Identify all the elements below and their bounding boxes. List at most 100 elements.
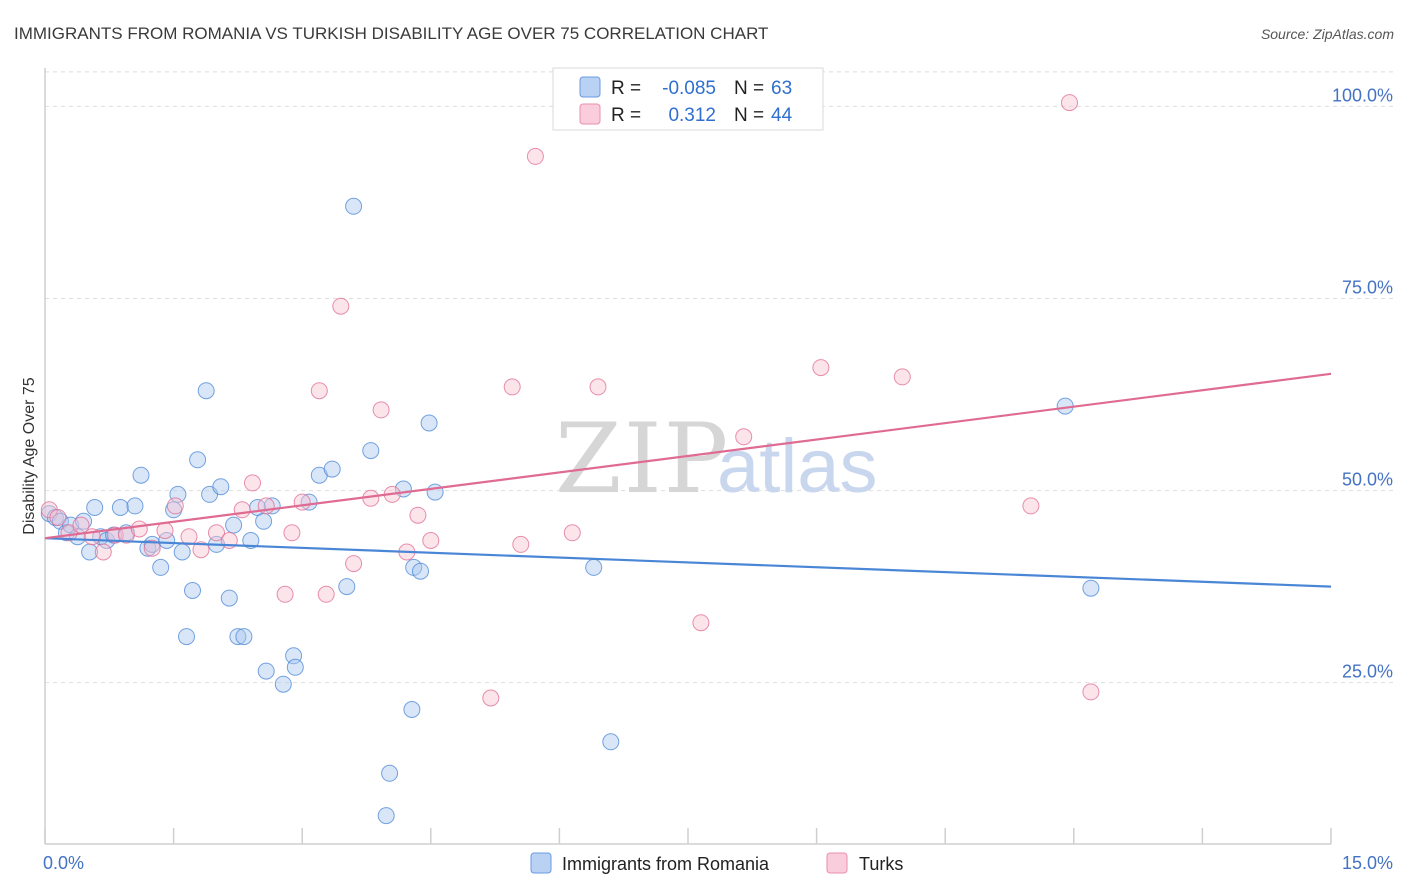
point-romania-32	[229, 628, 247, 646]
legend-n-value-turks: 44	[771, 105, 793, 126]
point-turks-31	[422, 532, 440, 549]
point-turks-33	[503, 378, 521, 396]
point-romania-31	[225, 516, 243, 534]
point-turks-23	[317, 585, 335, 603]
trend-line-turks	[44, 372, 1332, 540]
point-romania-54	[420, 414, 438, 432]
legend-box: R = -0.085 N = 63 R = 0.312 N = 44	[552, 67, 824, 131]
point-romania-55	[426, 483, 444, 501]
point-turks-8	[130, 520, 148, 538]
point-romania-30	[220, 589, 238, 607]
point-turks-1	[49, 509, 67, 526]
point-romania-47	[362, 442, 380, 460]
legend-n-label-turks: N =	[734, 105, 764, 126]
point-romania-29	[212, 478, 230, 496]
point-turks-39	[735, 428, 753, 446]
source-label: Source: ZipAtlas.com	[1261, 26, 1394, 42]
watermark-zip: ZIP	[555, 403, 730, 515]
legend-r-label-turks: R =	[611, 105, 641, 126]
series-turks-points	[40, 94, 1100, 707]
point-romania-44	[323, 460, 341, 478]
point-turks-27	[372, 401, 390, 419]
point-romania-22	[173, 543, 191, 561]
point-romania-36	[255, 512, 273, 530]
x-tick-label-min: 0.0%	[43, 853, 84, 873]
watermark-atlas: atlas	[717, 424, 878, 509]
bottom-legend-label-turks: Turks	[859, 854, 903, 874]
point-romania-41	[286, 658, 304, 676]
legend-r-value-turks: 0.312	[668, 105, 716, 126]
point-romania-25	[189, 451, 207, 469]
point-turks-37	[589, 378, 607, 396]
point-turks-38	[692, 614, 710, 632]
point-turks-17	[244, 474, 261, 492]
legend-n-value-romania: 63	[771, 78, 792, 99]
trend-line-romania	[44, 537, 1332, 588]
point-turks-32	[482, 689, 500, 707]
point-romania-37	[257, 662, 275, 680]
legend-r-label-romania: R =	[611, 78, 641, 99]
point-romania-57	[602, 733, 620, 751]
point-turks-34	[512, 535, 530, 553]
point-romania-15	[132, 466, 150, 484]
point-romania-51	[403, 701, 421, 718]
grid-lines	[45, 71, 1393, 684]
point-turks-35	[526, 147, 544, 165]
legend-swatch-romania	[579, 76, 601, 98]
point-turks-24	[332, 297, 350, 315]
point-turks-40	[812, 359, 830, 377]
y-tick-label-75: 75.0%	[1342, 277, 1393, 297]
point-romania-14	[126, 497, 144, 515]
point-turks-20	[283, 524, 301, 542]
point-romania-46	[345, 197, 363, 215]
point-turks-22	[310, 382, 328, 400]
point-turks-30	[409, 506, 427, 524]
point-romania-34	[242, 532, 260, 549]
point-romania-39	[274, 675, 292, 693]
point-romania-42	[300, 493, 318, 511]
watermark: ZIP atlas	[555, 403, 878, 515]
point-turks-5	[94, 543, 112, 561]
point-turks-12	[180, 528, 198, 546]
y-axis-label: Disability Age Over 75	[21, 377, 38, 535]
trend-lines	[44, 372, 1332, 588]
legend-n-label-romania: N =	[734, 78, 764, 99]
point-romania-23	[178, 628, 195, 646]
y-tick-label-50: 50.0%	[1342, 470, 1393, 490]
point-turks-42	[1022, 497, 1040, 515]
point-turks-41	[893, 368, 911, 386]
point-romania-33	[235, 628, 253, 646]
point-romania-56	[585, 558, 603, 576]
bottom-legend: Immigrants from Romania Turks	[530, 852, 903, 874]
point-turks-11	[166, 497, 184, 515]
point-turks-36	[563, 524, 581, 542]
point-turks-10	[156, 522, 174, 539]
point-romania-59	[1082, 579, 1100, 597]
point-turks-19	[276, 585, 294, 603]
point-romania-24	[184, 582, 201, 599]
point-turks-9	[143, 539, 161, 557]
chart-title: IMMIGRANTS FROM ROMANIA VS TURKISH DISAB…	[14, 24, 768, 43]
point-romania-49	[381, 764, 399, 782]
point-romania-48	[377, 807, 395, 825]
x-ticks	[44, 828, 1332, 844]
legend-swatch-turks	[579, 103, 601, 125]
y-tick-labels: 25.0% 50.0% 75.0% 100.0%	[1332, 85, 1393, 681]
point-turks-2	[60, 524, 78, 542]
y-tick-label-100: 100.0%	[1332, 85, 1393, 105]
point-romania-8	[86, 499, 104, 516]
series-romania-points	[40, 197, 1100, 825]
bottom-legend-swatch-turks	[826, 852, 848, 874]
point-turks-21	[293, 493, 311, 511]
point-turks-14	[208, 524, 225, 542]
point-turks-13	[192, 541, 210, 559]
y-tick-label-25: 25.0%	[1342, 662, 1393, 682]
point-romania-18	[152, 558, 170, 576]
bottom-legend-label-romania: Immigrants from Romania	[562, 854, 770, 874]
point-romania-26	[197, 382, 215, 400]
point-turks-44	[1082, 683, 1100, 701]
bottom-legend-swatch-romania	[530, 852, 552, 874]
legend-r-value-romania: -0.085	[662, 78, 716, 99]
point-romania-45	[338, 578, 356, 596]
